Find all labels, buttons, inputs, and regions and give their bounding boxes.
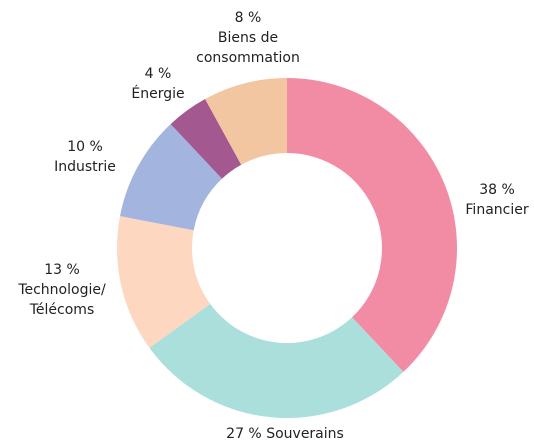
slice-label: 38 % Financier xyxy=(452,180,534,220)
slice-label: 4 % Énergie xyxy=(118,64,198,104)
slice xyxy=(120,124,222,231)
slice-label: 13 % Technologie/ Télécoms xyxy=(7,260,117,320)
value-label: 13 % xyxy=(44,262,80,278)
slice xyxy=(170,99,242,179)
value-label: 4 % xyxy=(144,66,172,82)
category-label: Technologie/ Télécoms xyxy=(18,282,106,318)
slice-label: 8 % Biens de consommation xyxy=(193,8,303,68)
slice-label: 10 % Industrie xyxy=(40,137,130,177)
value-label: 10 % xyxy=(67,139,103,155)
value-label: 38 % xyxy=(479,182,515,198)
category-label: Souverains xyxy=(266,426,344,441)
slice xyxy=(117,216,211,348)
value-label: 27 % xyxy=(226,426,262,441)
slice xyxy=(149,303,404,418)
slice xyxy=(287,78,457,372)
value-label: 8 % xyxy=(234,10,262,26)
slice-label: 27 % Souverains xyxy=(185,424,385,441)
category-label: Biens de consommation xyxy=(196,30,300,66)
slice xyxy=(205,78,287,165)
category-label: Énergie xyxy=(131,86,185,102)
category-label: Financier xyxy=(465,202,529,218)
category-label: Industrie xyxy=(54,159,116,175)
